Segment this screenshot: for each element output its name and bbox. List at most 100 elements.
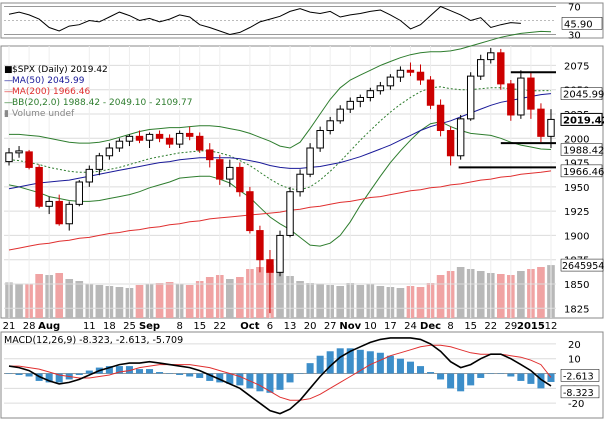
- macd-histogram-bar: [25, 373, 33, 377]
- x-tick-label: 22: [484, 321, 497, 332]
- macd-histogram-bar: [396, 358, 404, 374]
- macd-value-label: -2.613: [563, 371, 594, 382]
- candle-body: [175, 132, 184, 145]
- macd-legend: MACD(12,26,9) -8.323, -2.613, -5.709: [4, 335, 183, 346]
- macd-histogram-bar: [447, 373, 455, 389]
- legend-entry: MA(200) 1966.46: [12, 87, 90, 97]
- price-tick-label: 2075: [564, 61, 589, 72]
- candle-body: [105, 147, 114, 157]
- macd-histogram-bar: [266, 373, 274, 393]
- macd-histogram-bar: [356, 349, 364, 374]
- volume-bar: [185, 285, 194, 318]
- x-tick-label: 22: [213, 321, 226, 332]
- candle-body: [316, 130, 324, 149]
- macd-tick-label: 10: [568, 355, 581, 366]
- volume-bar: [396, 288, 405, 318]
- macd-histogram-bar: [366, 351, 374, 374]
- candle-body: [396, 69, 405, 78]
- macd-histogram-bar: [326, 351, 334, 374]
- macd-histogram-bar: [226, 373, 234, 384]
- macd-histogram-bar: [196, 373, 204, 378]
- candle-body: [436, 104, 445, 132]
- volume-bar: [75, 281, 84, 318]
- volume-bar: [436, 275, 445, 318]
- macd-histogram-bar: [507, 373, 515, 377]
- candle-body: [286, 191, 294, 236]
- macd-histogram-bar: [176, 373, 184, 375]
- macd-histogram-bar: [346, 348, 354, 374]
- price-tick-label: 1950: [564, 183, 589, 194]
- macd-histogram-bar: [416, 366, 425, 374]
- macd-line: [8, 337, 552, 415]
- macd-histogram-bar: [376, 352, 384, 374]
- candle-body: [85, 168, 94, 183]
- volume-bar: [336, 286, 345, 318]
- x-tick-label: 25: [123, 321, 136, 332]
- macd-histogram-bar: [467, 373, 475, 386]
- candle-body: [336, 108, 344, 122]
- volume-bar: [95, 285, 104, 318]
- candle-body: [195, 135, 204, 151]
- candle-body: [216, 159, 224, 180]
- candle-body: [5, 152, 13, 163]
- x-tick-label: 15: [464, 321, 477, 332]
- candle-body: [306, 147, 314, 175]
- macd-histogram-bar: [216, 373, 224, 383]
- price-tick-label: 1850: [564, 280, 589, 291]
- price-value-label-box: [560, 164, 603, 178]
- macd-histogram-bar: [406, 361, 414, 374]
- legend-entry: $SPX (Daily) 2019.42: [12, 65, 108, 75]
- volume-bar: [135, 285, 144, 318]
- candle-body: [356, 96, 365, 102]
- macd-histogram-bar: [15, 373, 23, 375]
- candle-body: [426, 79, 435, 106]
- macd-histogram-bar: [306, 363, 314, 374]
- price-value-label-box: [560, 112, 603, 126]
- candle-body: [366, 90, 375, 98]
- volume-bar: [537, 267, 545, 318]
- volume-bar: [496, 274, 505, 318]
- x-tick-label: Nov: [339, 321, 361, 332]
- macd-histogram-bar: [487, 373, 495, 375]
- x-tick-label: 18: [103, 321, 116, 332]
- candle-body: [35, 166, 43, 207]
- macd-histogram-bar: [276, 373, 284, 390]
- candle-body: [236, 166, 244, 193]
- candle-body: [346, 100, 354, 110]
- price-value-label: 1988.42: [563, 146, 604, 157]
- rsi-current-label-box: [561, 17, 603, 30]
- candle-body: [416, 71, 425, 81]
- macd-histogram-bar: [156, 372, 164, 374]
- macd-histogram-bar: [55, 373, 63, 383]
- legend-entry: MA(50) 2045.99: [12, 76, 85, 86]
- macd-histogram-bar: [437, 373, 445, 380]
- candle-body: [165, 137, 174, 145]
- macd-histogram-bar: [256, 373, 264, 392]
- macd-signal-line: [9, 344, 552, 401]
- x-tick-label: 11: [83, 321, 96, 332]
- candle-body: [406, 69, 415, 73]
- price-tick-label: 1925: [564, 207, 589, 218]
- macd-histogram-bar: [296, 373, 304, 375]
- x-tick-label: 6: [267, 321, 273, 332]
- candle-body: [25, 151, 33, 168]
- candle-body: [456, 118, 465, 157]
- macd-histogram-bar: [206, 373, 214, 381]
- price-value-label-box: [560, 87, 603, 100]
- x-tick-label: Dec: [420, 321, 441, 332]
- volume-bar: [236, 277, 244, 318]
- ma200-line: [8, 170, 552, 251]
- candle-body: [487, 52, 495, 61]
- price-tick-label: 1900: [564, 231, 589, 242]
- macd-histogram-bar: [186, 373, 194, 377]
- candle-body: [55, 200, 63, 225]
- x-tick-label: 10: [364, 321, 377, 332]
- macd-histogram-bar: [316, 355, 324, 374]
- macd-histogram-bar: [527, 373, 535, 384]
- candle-body: [547, 118, 555, 137]
- x-tick-label: 28: [23, 321, 36, 332]
- macd-tick-label: -20: [568, 399, 584, 410]
- candle-body: [185, 132, 194, 137]
- x-tick-label: 15: [193, 321, 206, 332]
